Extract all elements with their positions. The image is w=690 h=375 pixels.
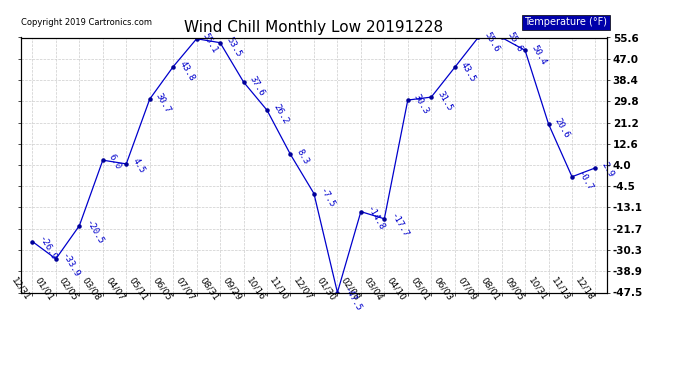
- Text: 43.5: 43.5: [459, 60, 477, 83]
- Point: [473, 34, 484, 40]
- Point: [97, 157, 108, 163]
- Text: 43.8: 43.8: [177, 59, 196, 82]
- Text: 37.6: 37.6: [248, 75, 266, 98]
- Text: Temperature (°F): Temperature (°F): [524, 17, 607, 27]
- Text: -17.7: -17.7: [388, 211, 410, 239]
- Text: 26.2: 26.2: [271, 103, 290, 126]
- Title: Wind Chill Monthly Low 20191228: Wind Chill Monthly Low 20191228: [184, 20, 444, 35]
- Text: -14.8: -14.8: [365, 204, 386, 232]
- Point: [426, 94, 437, 100]
- Point: [74, 223, 85, 229]
- Text: 8.3: 8.3: [295, 147, 310, 166]
- Point: [27, 238, 38, 244]
- Text: -20.5: -20.5: [83, 219, 105, 246]
- Text: 50.4: 50.4: [529, 43, 548, 66]
- Text: -7.5: -7.5: [318, 186, 337, 209]
- Point: [355, 209, 366, 214]
- Point: [191, 36, 202, 42]
- Point: [308, 190, 319, 196]
- Text: 55.1: 55.1: [201, 32, 219, 55]
- Text: 53.5: 53.5: [224, 35, 243, 58]
- Point: [520, 47, 531, 53]
- Text: -33.9: -33.9: [60, 252, 81, 279]
- Point: [543, 121, 554, 127]
- Point: [144, 96, 155, 102]
- Text: 20.6: 20.6: [553, 117, 571, 140]
- Text: -0.7: -0.7: [576, 170, 595, 193]
- Text: 31.5: 31.5: [435, 90, 454, 113]
- Point: [496, 34, 507, 40]
- Text: 30.7: 30.7: [154, 92, 172, 115]
- Point: [590, 165, 601, 171]
- Point: [379, 216, 390, 222]
- Point: [285, 152, 296, 157]
- Text: -26.9: -26.9: [37, 234, 58, 262]
- Point: [402, 97, 413, 103]
- Text: 30.3: 30.3: [412, 93, 431, 116]
- Text: 2.9: 2.9: [600, 160, 615, 179]
- Point: [332, 290, 343, 296]
- Text: Copyright 2019 Cartronics.com: Copyright 2019 Cartronics.com: [21, 18, 152, 27]
- Point: [121, 161, 132, 167]
- Text: -47.5: -47.5: [342, 285, 363, 313]
- Point: [168, 64, 179, 70]
- Text: 55.6: 55.6: [506, 30, 524, 53]
- Point: [566, 174, 578, 180]
- Text: 55.6: 55.6: [482, 30, 501, 53]
- Point: [449, 64, 460, 70]
- Text: 6.0: 6.0: [107, 153, 123, 171]
- Text: 4.5: 4.5: [130, 157, 146, 175]
- Point: [262, 107, 273, 113]
- Point: [50, 256, 61, 262]
- Point: [238, 79, 249, 85]
- Point: [215, 40, 226, 46]
